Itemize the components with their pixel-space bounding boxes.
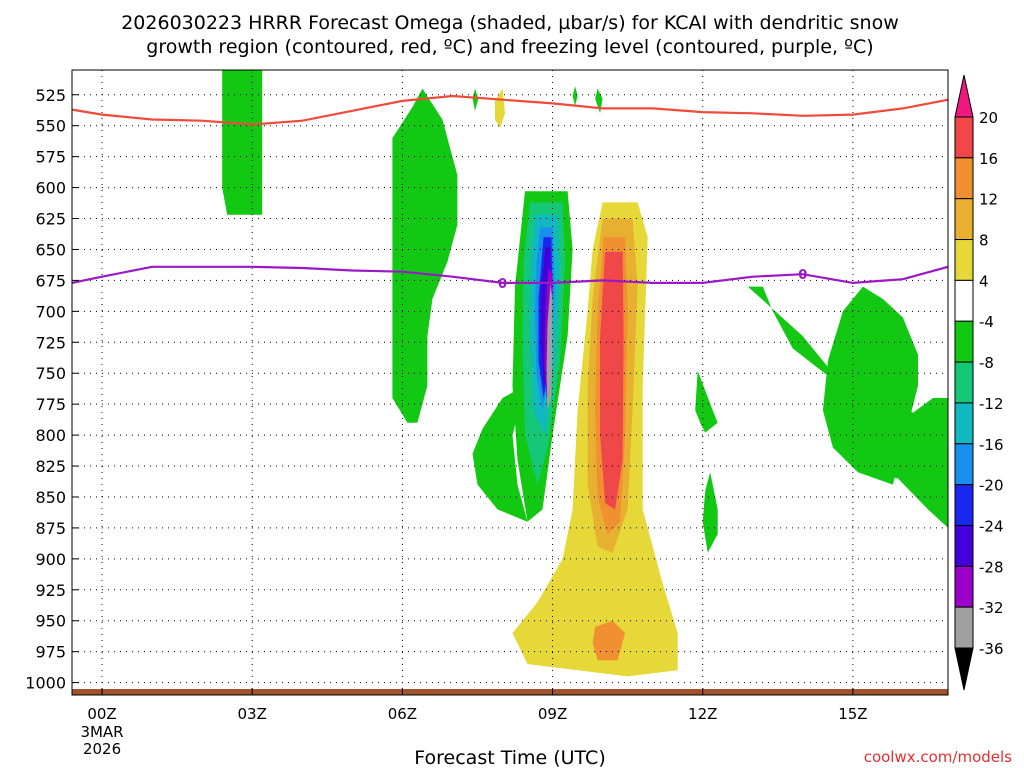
colorbar-box-0	[954, 116, 974, 159]
colorbar-label-2: 12	[979, 191, 998, 209]
colorbar-label-7: -12	[979, 395, 1004, 413]
ground-surface	[72, 689, 948, 695]
colorbar-label-13: -36	[979, 640, 1004, 658]
shaded-region-21	[747, 286, 948, 528]
colorbar: 20 16 12 8 4 -4 -8 -12 -16 -20 -24 -28 -32 -36	[954, 74, 1004, 691]
y-axis: 525 550 575 600 625 650 675 700 725 750 775 800 825 8…	[25, 86, 79, 693]
contour-label-1-0: 0	[498, 277, 507, 292]
colorbar-label-12: -32	[979, 599, 1004, 617]
x-tick-label-15Z: 15Z	[838, 705, 867, 723]
colorbar-box-7	[954, 402, 974, 445]
chart-title-line1: 2026030223 HRRR Forecast Omega (shaded, …	[121, 12, 899, 34]
colorbar-box-8	[954, 443, 974, 486]
x-tick-label-09Z: 09Z	[538, 705, 567, 723]
y-tick-label-875: 875	[35, 519, 66, 538]
y-tick-label-775: 775	[35, 395, 66, 414]
shaded-region-1	[392, 88, 458, 423]
x-tick-sublabel-0: 3MAR	[80, 723, 123, 741]
shaded-region-20	[592, 620, 626, 661]
colorbar-box-11	[954, 565, 974, 608]
colorbar-box-12	[954, 606, 974, 649]
colorbar-box-10	[954, 524, 974, 567]
x-axis-title: Forecast Time (UTC)	[414, 747, 605, 768]
shaded-region-27	[572, 86, 578, 106]
colorbar-box-5	[954, 320, 974, 363]
colorbar-label-3: 8	[979, 232, 989, 250]
contour-lines: 00	[72, 94, 948, 292]
y-tick-label-900: 900	[35, 550, 66, 569]
contour-line-1	[72, 265, 948, 285]
y-tick-label-1000: 1000	[25, 674, 66, 693]
shaded-region-3	[472, 385, 528, 522]
colorbar-label-11: -28	[979, 558, 1004, 576]
shaded-region-25	[187, 311, 243, 652]
colorbar-label-10: -24	[979, 517, 1004, 535]
colorbar-box-6	[954, 361, 974, 404]
credit-text: coolwx.com/models	[864, 748, 1012, 766]
y-tick-label-925: 925	[35, 581, 66, 600]
shaded-region-2	[344, 197, 358, 423]
shaded-region-24	[702, 472, 718, 553]
x-tick-label-06Z: 06Z	[388, 705, 417, 723]
y-tick-label-675: 675	[35, 271, 66, 290]
shaded-region-11	[546, 284, 553, 411]
contour-line-0	[72, 94, 948, 126]
contour-label-1-1: 0	[798, 268, 807, 283]
colorbar-label-8: -16	[979, 436, 1004, 454]
shaded-region-0	[222, 70, 263, 215]
colorbar-label-0: 20	[979, 109, 998, 127]
colorbar-box-4	[954, 279, 974, 322]
shaded-region-26	[472, 88, 479, 111]
y-tick-label-650: 650	[35, 240, 66, 259]
y-tick-label-700: 700	[35, 302, 66, 321]
colorbar-box-2	[954, 198, 974, 241]
omega-shading	[187, 70, 948, 687]
x-tick-sublabel-1: 2026	[83, 740, 121, 758]
y-tick-label-525: 525	[35, 86, 66, 105]
colorbar-label-1: 16	[979, 150, 998, 168]
colorbar-label-6: -8	[979, 354, 994, 372]
shaded-region-19	[600, 251, 624, 510]
colorbar-box-3	[954, 239, 974, 281]
y-tick-label-625: 625	[35, 210, 66, 229]
colorbar-box-9	[954, 484, 974, 526]
y-tick-label-800: 800	[35, 426, 66, 445]
x-tick-label-00Z: 00Z	[87, 705, 116, 723]
x-tick-label-12Z: 12Z	[688, 705, 717, 723]
colorbar-label-9: -20	[979, 477, 1004, 495]
y-tick-label-825: 825	[35, 457, 66, 476]
colorbar-top-arrow	[954, 74, 974, 118]
plot-frame	[71, 69, 949, 696]
shaded-region-14	[595, 88, 603, 114]
colorbar-label-5: -4	[979, 313, 994, 331]
colorbar-label-4: 4	[979, 272, 989, 290]
chart-title-line2: growth region (contoured, red, ºC) and f…	[146, 36, 873, 58]
y-tick-label-550: 550	[35, 117, 66, 136]
y-tick-label-850: 850	[35, 488, 66, 507]
colorbar-box-1	[954, 157, 974, 200]
y-tick-label-950: 950	[35, 612, 66, 631]
colorbar-bottom-arrow	[954, 647, 974, 691]
y-tick-label-575: 575	[35, 148, 66, 167]
grid-lines	[72, 70, 948, 695]
shaded-region-23	[695, 370, 718, 433]
y-tick-label-750: 750	[35, 364, 66, 383]
x-tick-label-03Z: 03Z	[238, 705, 267, 723]
y-tick-label-600: 600	[35, 179, 66, 198]
y-tick-label-725: 725	[35, 333, 66, 352]
y-tick-label-975: 975	[35, 643, 66, 662]
